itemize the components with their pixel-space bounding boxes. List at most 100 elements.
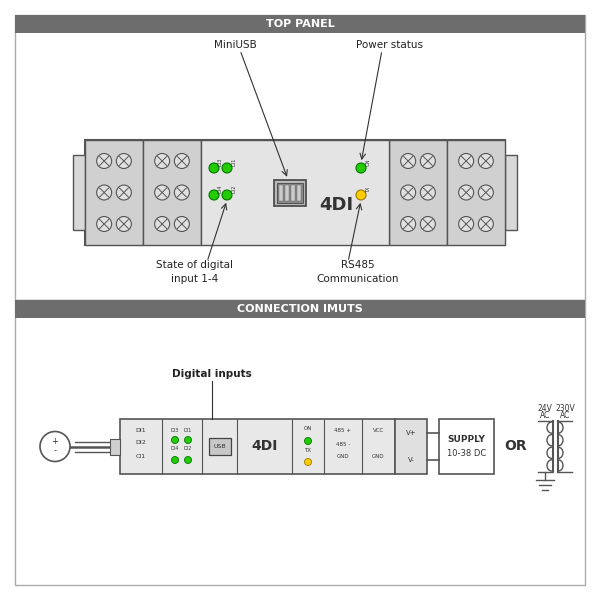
Circle shape: [421, 217, 436, 232]
Text: Digital inputs: Digital inputs: [172, 369, 252, 379]
Bar: [120, 419, 395, 474]
Text: VCC: VCC: [373, 428, 384, 433]
Circle shape: [458, 217, 473, 232]
Text: DI1: DI1: [184, 427, 192, 433]
Bar: [15, 15, 585, 33]
Text: ON: ON: [366, 158, 371, 166]
Bar: [15, 15, 585, 300]
Text: CI1: CI1: [136, 454, 146, 458]
Circle shape: [116, 185, 131, 200]
Bar: [285, 185, 289, 200]
Circle shape: [458, 185, 473, 200]
Text: 10-38 DC: 10-38 DC: [447, 449, 486, 458]
Circle shape: [356, 163, 366, 173]
Circle shape: [175, 154, 190, 169]
Text: Power status: Power status: [356, 40, 424, 50]
Circle shape: [478, 154, 493, 169]
Circle shape: [97, 217, 112, 232]
Circle shape: [401, 154, 416, 169]
Circle shape: [172, 437, 179, 443]
Bar: [277, 182, 303, 202]
Circle shape: [478, 185, 493, 200]
Text: DI1: DI1: [231, 158, 236, 166]
Circle shape: [209, 163, 219, 173]
Text: -: -: [53, 446, 56, 455]
Text: ON: ON: [304, 427, 312, 431]
Circle shape: [185, 437, 191, 443]
Text: TOP PANEL: TOP PANEL: [266, 19, 334, 29]
Bar: [201, 140, 389, 245]
Text: V+: V+: [406, 430, 416, 436]
Bar: [209, 438, 230, 455]
Bar: [15, 300, 585, 585]
Bar: [279, 185, 283, 200]
Circle shape: [155, 154, 170, 169]
Circle shape: [116, 154, 131, 169]
Text: V-: V-: [407, 457, 415, 463]
Circle shape: [401, 217, 416, 232]
Bar: [297, 185, 301, 200]
Bar: [15, 300, 585, 318]
Bar: [505, 155, 517, 230]
Text: MiniUSB: MiniUSB: [214, 40, 256, 50]
Text: 4DI: 4DI: [251, 439, 278, 454]
Text: 230V: 230V: [555, 404, 575, 413]
Text: GND: GND: [337, 455, 349, 460]
Circle shape: [209, 190, 219, 200]
Text: +: +: [52, 437, 58, 446]
Bar: [110, 439, 120, 455]
Text: TX: TX: [366, 187, 371, 193]
Circle shape: [155, 185, 170, 200]
Bar: [73, 155, 85, 230]
Bar: [274, 179, 306, 205]
Text: DI3: DI3: [218, 158, 223, 166]
Circle shape: [305, 437, 311, 445]
Circle shape: [185, 457, 191, 463]
Circle shape: [305, 458, 311, 466]
Text: 485 -: 485 -: [336, 442, 350, 446]
Text: CONNECTION IMUTS: CONNECTION IMUTS: [237, 304, 363, 314]
Circle shape: [155, 217, 170, 232]
Text: RS485
Communication: RS485 Communication: [317, 260, 399, 284]
Circle shape: [421, 185, 436, 200]
Text: DI2: DI2: [136, 440, 146, 445]
Text: DI3: DI3: [171, 427, 179, 433]
Text: 485 +: 485 +: [335, 428, 352, 433]
Bar: [389, 140, 447, 245]
Circle shape: [356, 190, 366, 200]
Circle shape: [222, 190, 232, 200]
Text: DI2: DI2: [231, 185, 236, 193]
Text: OR: OR: [505, 439, 527, 454]
Text: AC: AC: [560, 411, 570, 420]
Bar: [439, 419, 494, 474]
Circle shape: [401, 185, 416, 200]
Circle shape: [478, 217, 493, 232]
Text: AC: AC: [540, 411, 550, 420]
Text: DI2: DI2: [184, 446, 192, 451]
Text: TX: TX: [305, 449, 311, 454]
Text: State of digital
input 1-4: State of digital input 1-4: [157, 260, 233, 284]
Text: DI4: DI4: [218, 185, 223, 193]
Bar: [85, 140, 143, 245]
Text: USB: USB: [213, 444, 226, 449]
Bar: [447, 140, 505, 245]
Circle shape: [97, 154, 112, 169]
Bar: [85, 140, 505, 245]
Text: 24V: 24V: [538, 404, 553, 413]
Text: GND: GND: [372, 455, 385, 460]
Bar: [291, 185, 295, 200]
Circle shape: [97, 185, 112, 200]
Bar: [143, 140, 201, 245]
Circle shape: [172, 457, 179, 463]
Circle shape: [40, 431, 70, 461]
Circle shape: [222, 163, 232, 173]
Bar: [395, 419, 427, 474]
Text: DI4: DI4: [171, 446, 179, 451]
Text: DI1: DI1: [136, 428, 146, 433]
Circle shape: [175, 185, 190, 200]
Circle shape: [175, 217, 190, 232]
Text: 4DI: 4DI: [319, 196, 353, 214]
Circle shape: [458, 154, 473, 169]
Circle shape: [421, 154, 436, 169]
Circle shape: [116, 217, 131, 232]
